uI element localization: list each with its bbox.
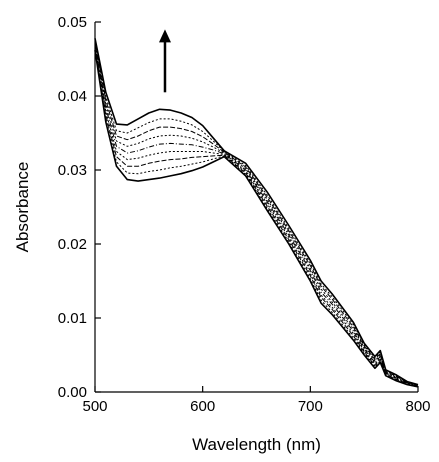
spectrum-line [94,41,419,386]
spectrum-line [94,49,419,388]
y-axis-title: Absorbance [13,162,32,253]
axes [94,22,418,393]
spectrum-line [94,48,419,388]
x-tick-label: 600 [190,398,215,415]
spectrum-line [94,38,419,386]
x-tick-label: 800 [405,398,430,415]
y-tick-label: 0.02 [58,236,87,253]
spectrum-line [94,42,419,387]
spectrum-line [94,47,419,388]
x-axis-title: Wavelength (nm) [192,435,321,454]
spectrum-line [94,44,419,387]
plot-lines [94,38,419,388]
arrow-head [158,29,171,43]
spectrum-line [94,45,419,387]
y-tick-label: 0.01 [58,310,87,327]
x-tick-label: 500 [82,398,107,415]
x-tick-label: 700 [298,398,323,415]
y-tick-label: 0.05 [58,14,87,31]
y-tick-label: 0.04 [58,88,87,105]
spectrum-line [94,39,419,386]
y-tick-label: 0.03 [58,162,87,179]
y-tick-label: 0.00 [58,384,87,401]
increase-arrow [158,29,171,93]
ticks: 500 600 700 800 0.00 0.01 0.02 0.03 0.04 0.05 [58,14,431,415]
